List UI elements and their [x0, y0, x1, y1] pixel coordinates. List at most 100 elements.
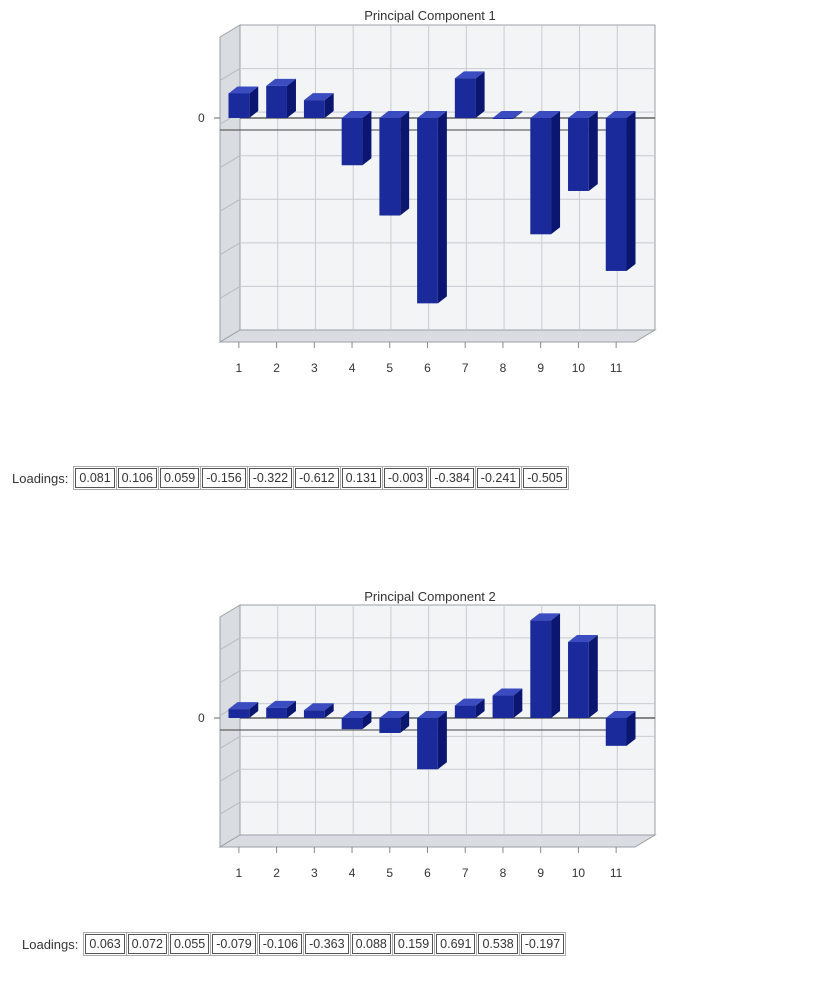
- side-grid-line: [219, 68, 241, 82]
- loading-value: -0.505: [521, 466, 569, 490]
- loading-value: -0.322: [246, 466, 295, 490]
- bar-top: [417, 711, 447, 718]
- chart-title: Principal Component 2: [364, 589, 496, 604]
- side-grid-line: [219, 637, 241, 651]
- loading-value: 0.059: [157, 466, 202, 490]
- bar: [530, 613, 561, 718]
- bar: [568, 111, 598, 191]
- bar-top: [379, 711, 410, 718]
- bar: [379, 111, 410, 216]
- bar-side: [588, 635, 598, 718]
- bar-side: [249, 702, 259, 718]
- bar-side: [324, 93, 334, 118]
- bar-side: [588, 111, 598, 191]
- bar: [492, 111, 523, 119]
- side-grid-line: [219, 198, 241, 212]
- bar-front: [228, 709, 250, 718]
- bar: [605, 711, 636, 746]
- pc1-loadings-row: Loadings: 0.081 0.106 0.059 -0.156 -0.322 -0.…: [12, 466, 569, 490]
- bar: [454, 698, 485, 718]
- bar: [228, 702, 259, 718]
- plot-side-wall: [219, 604, 241, 848]
- bar-top: [303, 93, 334, 101]
- bar-side: [324, 703, 334, 718]
- x-tick-label: 3: [311, 361, 318, 375]
- bar-front: [568, 118, 589, 191]
- bar-top: [341, 711, 372, 718]
- side-grid-line: [219, 768, 241, 782]
- x-tick-label: 9: [537, 361, 544, 375]
- loading-value: -0.003: [381, 466, 430, 490]
- y-tick-label: 0: [198, 111, 205, 125]
- chart-title: Principal Component 1: [364, 8, 496, 23]
- bar-front: [266, 707, 287, 718]
- bar-top: [266, 78, 296, 86]
- bar-front: [303, 710, 325, 718]
- loading-value: -0.363: [303, 932, 351, 956]
- bar-top: [454, 698, 485, 706]
- bar: [266, 78, 296, 118]
- bar: [417, 711, 447, 770]
- x-tick-label: 6: [424, 361, 431, 375]
- bar-top: [492, 688, 523, 696]
- loading-value: 0.691: [434, 932, 478, 956]
- bar-top: [454, 71, 485, 79]
- bar-front: [605, 718, 627, 746]
- bar: [379, 711, 410, 733]
- loading-value: 0.081: [73, 466, 117, 490]
- bar-side: [249, 86, 259, 118]
- bar-front: [379, 718, 401, 733]
- bar: [530, 111, 561, 235]
- x-tick-label: 2: [273, 361, 280, 375]
- x-tick-label: 11: [610, 866, 623, 880]
- loading-value: -0.156: [200, 466, 248, 490]
- bar-side: [437, 711, 447, 770]
- x-tick-label: 6: [424, 866, 431, 880]
- bar-side: [551, 613, 561, 718]
- x-tick-label: 8: [500, 866, 507, 880]
- bar-side: [551, 111, 561, 235]
- loading-value: -0.241: [474, 466, 523, 490]
- bar-front: [417, 718, 438, 770]
- x-tick-label: 11: [610, 361, 623, 375]
- bar-front: [303, 100, 325, 118]
- bar-front: [492, 695, 514, 718]
- loading-value: 0.055: [167, 932, 212, 956]
- bar: [492, 688, 523, 718]
- bar-side: [400, 711, 410, 733]
- bar: [228, 86, 259, 118]
- loading-value: 0.063: [83, 932, 127, 956]
- bar-front: [454, 705, 476, 718]
- bar-front: [417, 118, 438, 304]
- bar: [303, 93, 334, 118]
- bar-top: [605, 111, 636, 118]
- loading-value: 0.106: [115, 466, 159, 490]
- bar-side: [362, 111, 372, 166]
- bar-front: [530, 620, 552, 718]
- pc1-plot: 0 1 2 3 4 5 6 7 8 9 10 11: [198, 24, 657, 375]
- x-tick-label: 1: [236, 361, 243, 375]
- loadings-label: Loadings:: [22, 936, 79, 952]
- x-tick-label: 4: [349, 866, 356, 880]
- side-grid-line: [219, 285, 241, 299]
- loading-value: -0.079: [210, 932, 258, 956]
- bar-front: [341, 118, 363, 166]
- plot-floor: [218, 329, 657, 343]
- pc2-chart: Principal Component 2 0 1 2 3 4 5 6 7 8 9 10 11: [0, 585, 830, 885]
- bar-front: [266, 85, 287, 118]
- side-grid-line: [219, 735, 241, 749]
- bar-side: [626, 111, 636, 271]
- bar-top: [266, 700, 296, 708]
- bar-side: [286, 78, 296, 118]
- pc2-loadings-row: Loadings: 0.063 0.072 0.055 -0.079 -0.106 -0.…: [22, 932, 567, 956]
- x-tick-label: 8: [500, 361, 507, 375]
- loadings-label: Loadings:: [12, 470, 69, 486]
- bar-top: [605, 711, 636, 718]
- pc1-chart: Principal Component 1 0 1 2 3 4 5 6 7 8 9 10 11: [0, 0, 830, 430]
- bar-top: [492, 111, 523, 118]
- side-grid-line: [219, 242, 241, 256]
- bar-top: [228, 86, 259, 94]
- x-tick-label: 10: [572, 361, 586, 375]
- bar-side: [513, 111, 523, 119]
- bar-front: [379, 118, 401, 216]
